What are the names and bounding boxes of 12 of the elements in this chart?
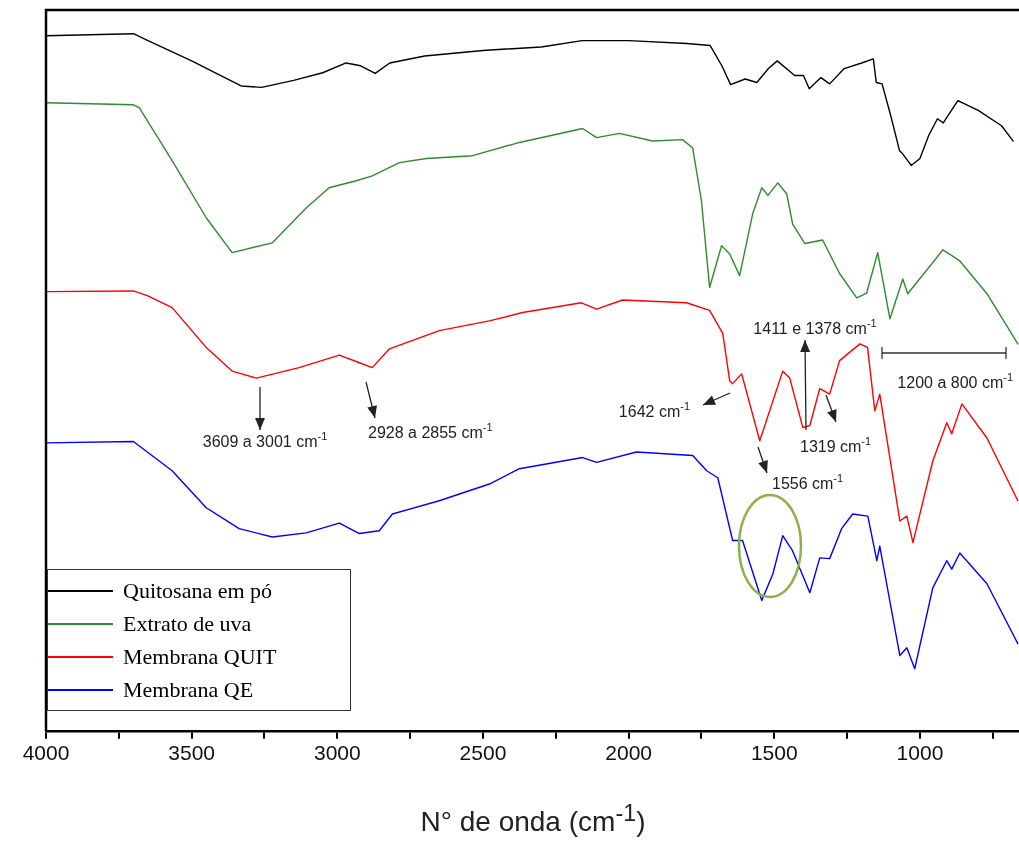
x-tick-label: 3500 <box>168 741 216 765</box>
x-tick-label: 3000 <box>313 741 361 765</box>
legend-label: Quitosana em pó <box>123 577 273 604</box>
x-tick-label: 1500 <box>750 741 798 765</box>
x-axis-title: N° de onda (cm$^{-1}$) <box>419 800 647 839</box>
x-tick-label: 1000 <box>896 741 944 765</box>
x-tick-label: 2000 <box>605 741 652 765</box>
x-tick-label: 2500 <box>459 741 507 765</box>
legend-label: Membrana QE <box>123 676 254 703</box>
legend-label: Extrato de uva <box>123 610 252 637</box>
legend-label: Membrana QUIT <box>123 643 277 670</box>
x-tick-label: 4000 <box>22 741 70 765</box>
